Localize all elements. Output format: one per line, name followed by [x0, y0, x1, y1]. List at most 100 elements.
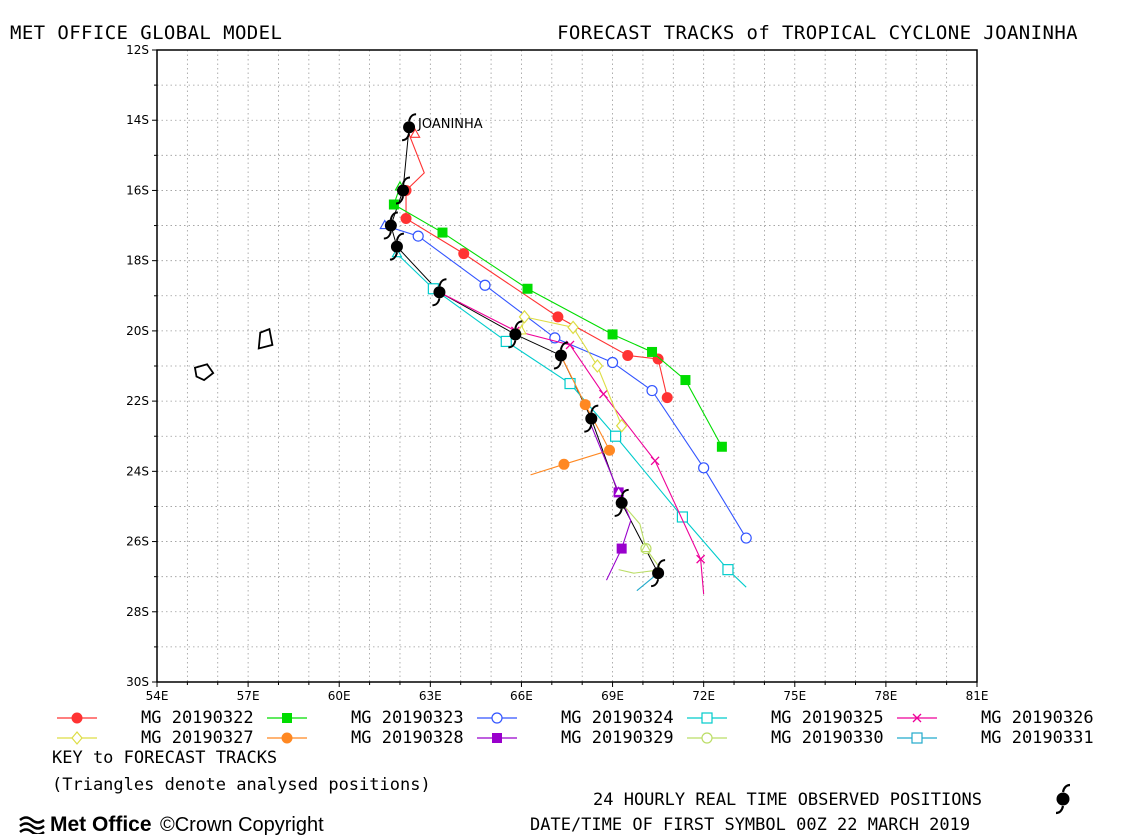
- observed-cyclone-symbol: [395, 176, 411, 205]
- first-symbol-datetime: DATE/TIME OF FIRST SYMBOL 00Z 22 MARCH 2…: [530, 815, 971, 835]
- forecast-track-mg-20190327: [516, 309, 628, 433]
- met-office-waves-icon: [19, 816, 45, 836]
- x-tick-label: 66E: [510, 689, 533, 700]
- cyclone-core: [554, 349, 567, 362]
- forecast-marker: [676, 511, 689, 523]
- island-outline: [257, 327, 274, 350]
- y-tick-label: 26S: [126, 535, 149, 549]
- y-tick-label: 20S: [126, 324, 149, 338]
- x-tick-label: 69E: [601, 689, 624, 700]
- legend-swatch: [897, 713, 937, 723]
- forecast-marker: [518, 309, 531, 324]
- forecast-track-mg-20190329: [590, 425, 632, 581]
- forecast-marker: [622, 349, 634, 361]
- legend-swatch: [57, 712, 97, 724]
- forecast-marker: [412, 230, 424, 242]
- cyclone-arm: [651, 578, 660, 588]
- y-tick-label: 22S: [126, 394, 149, 408]
- observed-cyclone-symbol: [432, 278, 447, 307]
- met-office-logo: Met Office: [18, 813, 152, 837]
- forecast-track-line: [530, 355, 611, 476]
- key-note: KEY to FORECAST TRACKS: [52, 748, 278, 768]
- forecast-marker: [650, 456, 660, 466]
- crown-copyright: ©Crown Copyright: [160, 814, 324, 836]
- logo-text: Met Office: [50, 813, 152, 836]
- legend-swatch: [897, 732, 937, 744]
- forecast-marker: [680, 375, 691, 386]
- analysed-triangle: [640, 542, 652, 553]
- legend-label: MG 20190324: [561, 708, 674, 728]
- legend-swatch: [477, 733, 517, 743]
- cyclone-arm: [408, 113, 417, 122]
- legend-swatch: [57, 731, 97, 745]
- legend-label: MG 20190322: [141, 708, 254, 728]
- forecast-marker: [911, 732, 923, 744]
- forecast-track-line: [439, 291, 705, 595]
- header-model-title: MET OFFICE GLOBAL MODEL: [10, 22, 283, 44]
- cyclone-core: [615, 496, 628, 509]
- forecast-marker: [522, 283, 533, 294]
- forecast-marker: [552, 311, 564, 323]
- forecast-marker: [479, 279, 491, 291]
- forecast-marker: [500, 335, 512, 348]
- forecast-marker: [604, 444, 616, 456]
- forecast-track-mg-20190330: [618, 502, 663, 574]
- forecast-marker: [912, 713, 922, 723]
- y-tick-label: 28S: [126, 605, 149, 619]
- cyclone-arm: [395, 196, 404, 205]
- y-tick-label: 12S: [126, 43, 149, 57]
- forecast-marker: [598, 389, 608, 399]
- cyclone-arm: [590, 404, 599, 413]
- track-map-plot: 54E 57E 60E 63E 66E 69E 72E 75E 78E 81E 12S 14S 16S 1…: [126, 43, 988, 700]
- forecast-track-mg-20190324: [379, 219, 752, 544]
- x-tick-label: 78E: [874, 689, 897, 700]
- forecast-marker: [609, 430, 622, 442]
- header-chart-title: FORECAST TRACKS of TROPICAL CYCLONE JOAN…: [557, 22, 1078, 44]
- cyclone-core: [433, 286, 446, 299]
- forecast-track-line: [396, 253, 747, 588]
- forecast-track-line: [618, 502, 663, 574]
- y-tick-label: 16S: [126, 183, 149, 197]
- forecast-marker: [698, 462, 710, 474]
- forecast-marker: [661, 392, 673, 404]
- cyclone-arm: [514, 320, 523, 329]
- forecast-marker: [282, 713, 292, 723]
- legend-label: MG 20190327: [141, 728, 254, 748]
- observed-positions: [383, 113, 666, 588]
- legend-label: MG 20190329: [561, 728, 674, 748]
- x-tick-label: 60E: [328, 689, 351, 700]
- observed-cyclone-symbol: [508, 320, 523, 349]
- legend-label: MG 20190331: [981, 728, 1094, 748]
- islands: [193, 327, 274, 382]
- y-tick-label: 18S: [126, 254, 149, 268]
- axis-tick-labels: 54E 57E 60E 63E 66E 69E 72E 75E 78E 81E 12S 14S 16S 1…: [126, 43, 988, 700]
- cyclone-arm: [657, 559, 666, 568]
- forecast-marker: [722, 564, 734, 576]
- x-tick-label: 57E: [237, 689, 260, 700]
- cyclone-arm: [438, 278, 447, 287]
- x-tick-label: 75E: [783, 689, 806, 700]
- x-tick-label: 63E: [419, 689, 442, 700]
- cyclone-arm: [559, 341, 569, 350]
- island-outline: [193, 363, 215, 382]
- y-tick-label: 14S: [126, 113, 149, 127]
- forecast-marker: [616, 543, 627, 554]
- forecast-marker: [606, 356, 619, 369]
- forecast-track-mg-20190325: [391, 247, 747, 588]
- y-tick-label: 30S: [126, 675, 149, 689]
- analysed-triangle: [409, 128, 421, 138]
- legend-label: MG 20190323: [351, 708, 464, 728]
- legend-swatch: [687, 712, 727, 724]
- forecast-marker: [567, 320, 579, 335]
- cyclone-arm: [620, 488, 629, 498]
- forecast-track-line: [590, 425, 632, 581]
- legend-label: MG 20190328: [351, 728, 464, 748]
- analysed-triangle: [613, 486, 625, 496]
- cyclone-arm: [402, 176, 411, 185]
- cyclone-arm: [614, 508, 623, 517]
- forecast-marker: [701, 732, 713, 744]
- forecast-marker: [615, 418, 628, 433]
- forecast-track-line: [384, 225, 747, 539]
- forecast-marker: [701, 712, 713, 724]
- forecast-marker: [400, 213, 412, 225]
